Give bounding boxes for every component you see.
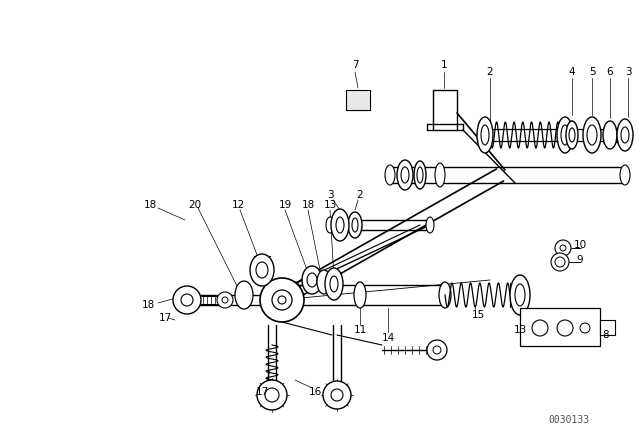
Circle shape — [331, 389, 343, 401]
Ellipse shape — [330, 276, 338, 292]
Ellipse shape — [336, 217, 344, 233]
Ellipse shape — [583, 117, 601, 153]
Ellipse shape — [587, 125, 597, 145]
Text: 6: 6 — [607, 67, 613, 77]
Ellipse shape — [426, 217, 434, 233]
Ellipse shape — [439, 282, 451, 308]
Text: 0030133: 0030133 — [548, 415, 589, 425]
Bar — [520, 308, 600, 346]
Text: 9: 9 — [577, 255, 583, 265]
Circle shape — [532, 320, 548, 336]
Text: 13: 13 — [323, 200, 337, 210]
Ellipse shape — [510, 275, 530, 315]
Ellipse shape — [617, 119, 633, 151]
Ellipse shape — [414, 161, 426, 189]
Circle shape — [555, 240, 571, 256]
Text: 11: 11 — [353, 325, 367, 335]
Bar — [346, 90, 370, 110]
Text: 2: 2 — [486, 67, 493, 77]
Ellipse shape — [620, 165, 630, 185]
Text: 4: 4 — [569, 67, 575, 77]
Text: 19: 19 — [278, 200, 292, 210]
Circle shape — [173, 286, 201, 314]
Ellipse shape — [621, 127, 629, 143]
Text: 18: 18 — [143, 200, 157, 210]
Ellipse shape — [569, 128, 575, 142]
Circle shape — [323, 381, 351, 409]
Ellipse shape — [289, 282, 301, 308]
Ellipse shape — [302, 266, 322, 294]
Text: 14: 14 — [381, 333, 395, 343]
Text: 15: 15 — [472, 310, 484, 320]
Circle shape — [427, 340, 447, 360]
Ellipse shape — [250, 254, 274, 286]
Text: 16: 16 — [308, 387, 322, 397]
Ellipse shape — [385, 165, 395, 185]
Ellipse shape — [417, 167, 423, 183]
Circle shape — [181, 294, 193, 306]
Circle shape — [551, 253, 569, 271]
Text: 5: 5 — [589, 67, 595, 77]
Circle shape — [217, 292, 233, 308]
Ellipse shape — [348, 212, 362, 238]
Text: 18: 18 — [141, 300, 155, 310]
Circle shape — [433, 346, 441, 354]
Ellipse shape — [325, 268, 343, 300]
Ellipse shape — [481, 125, 489, 145]
Bar — [600, 320, 615, 335]
Text: 20: 20 — [188, 200, 202, 210]
Ellipse shape — [307, 273, 317, 287]
Ellipse shape — [256, 262, 268, 278]
Ellipse shape — [352, 218, 358, 232]
Ellipse shape — [566, 121, 578, 149]
Ellipse shape — [603, 121, 617, 149]
Text: 13: 13 — [513, 325, 527, 335]
Ellipse shape — [326, 217, 334, 233]
Circle shape — [557, 320, 573, 336]
Text: 2: 2 — [356, 190, 364, 200]
Ellipse shape — [397, 160, 413, 190]
Ellipse shape — [561, 125, 569, 145]
Text: 17: 17 — [158, 313, 172, 323]
Circle shape — [555, 257, 565, 267]
Circle shape — [222, 297, 228, 303]
Ellipse shape — [515, 284, 525, 306]
Circle shape — [278, 296, 286, 304]
Text: 1: 1 — [441, 60, 447, 70]
Ellipse shape — [317, 270, 331, 294]
Circle shape — [260, 278, 304, 322]
Circle shape — [560, 245, 566, 251]
Ellipse shape — [557, 117, 573, 153]
Circle shape — [265, 388, 279, 402]
Ellipse shape — [435, 163, 445, 187]
Text: 18: 18 — [301, 200, 315, 210]
Text: 3: 3 — [625, 67, 631, 77]
Ellipse shape — [401, 167, 409, 183]
Circle shape — [257, 380, 287, 410]
Text: 7: 7 — [352, 60, 358, 70]
Text: 17: 17 — [255, 387, 269, 397]
Circle shape — [580, 323, 590, 333]
Circle shape — [272, 290, 292, 310]
Text: 10: 10 — [573, 240, 587, 250]
Text: 3: 3 — [326, 190, 333, 200]
Ellipse shape — [235, 281, 253, 309]
Ellipse shape — [331, 209, 349, 241]
Text: 12: 12 — [232, 200, 244, 210]
Ellipse shape — [354, 282, 366, 308]
Ellipse shape — [477, 117, 493, 153]
Text: 8: 8 — [603, 330, 609, 340]
